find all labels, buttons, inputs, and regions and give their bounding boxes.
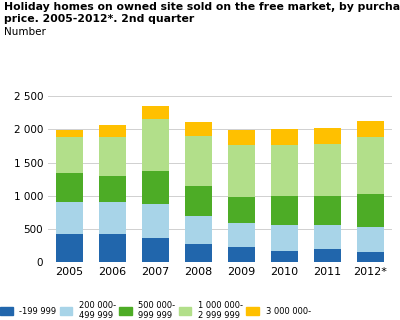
Bar [356, 194, 384, 227]
Bar [98, 124, 126, 137]
Bar [228, 197, 256, 223]
Bar [184, 122, 212, 136]
Bar [98, 176, 126, 203]
Bar [270, 196, 298, 226]
Bar [56, 137, 84, 172]
Bar [314, 249, 342, 262]
Bar [228, 223, 256, 247]
Bar [98, 203, 126, 234]
Bar [142, 119, 170, 171]
Bar [184, 136, 212, 186]
Bar [270, 145, 298, 196]
Bar [356, 137, 384, 194]
Bar [184, 186, 212, 216]
Text: Number: Number [4, 27, 46, 37]
Bar [314, 196, 342, 225]
Bar [356, 227, 384, 252]
Bar [56, 203, 84, 234]
Bar [142, 204, 170, 238]
Text: Holiday homes on owned site sold on the free market, by purchase: Holiday homes on owned site sold on the … [4, 2, 400, 12]
Bar [228, 247, 256, 262]
Bar [228, 130, 256, 145]
Legend: -199 999, 200 000-
499 999, 500 000-
999 999, 1 000 000-
2 999 999, 3 000 000-: -199 999, 200 000- 499 999, 500 000- 999… [0, 300, 311, 320]
Bar [142, 171, 170, 204]
Bar [98, 137, 126, 176]
Bar [184, 244, 212, 262]
Text: price. 2005-2012*. 2nd quarter: price. 2005-2012*. 2nd quarter [4, 14, 194, 24]
Bar [314, 128, 342, 144]
Bar [184, 216, 212, 244]
Bar [142, 238, 170, 262]
Bar [56, 130, 84, 137]
Bar [98, 234, 126, 262]
Bar [356, 121, 384, 137]
Bar [314, 144, 342, 196]
Bar [56, 234, 84, 262]
Bar [142, 106, 170, 119]
Bar [228, 145, 256, 197]
Bar [56, 172, 84, 203]
Bar [270, 129, 298, 145]
Bar [270, 252, 298, 262]
Bar [270, 226, 298, 252]
Bar [314, 225, 342, 249]
Bar [356, 252, 384, 262]
